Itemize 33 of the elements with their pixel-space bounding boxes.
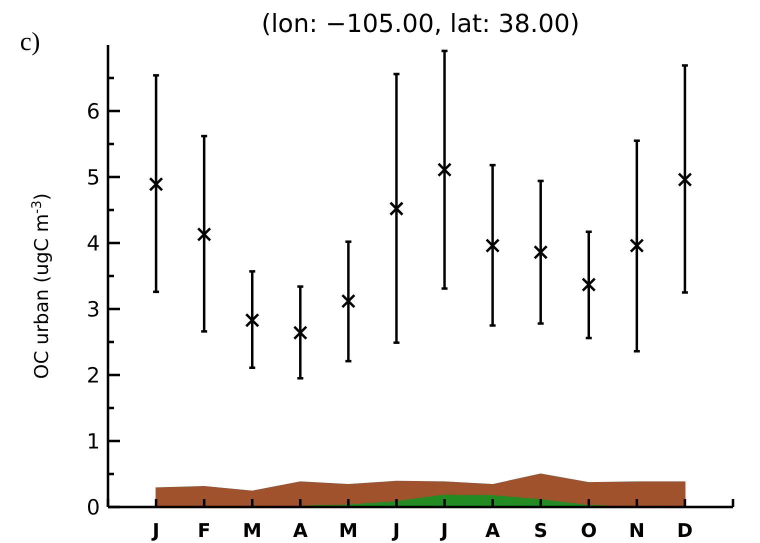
- y-tick-label: 2: [86, 363, 100, 388]
- text: c): [20, 27, 40, 56]
- point: [389, 201, 404, 216]
- chart-title: (lon: −105.00, lat: 38.00): [261, 9, 580, 38]
- y-tick-label: 5: [86, 165, 100, 190]
- x-tick-label: M: [338, 520, 358, 542]
- point: [533, 244, 548, 260]
- y-tick-label: 4: [86, 231, 100, 256]
- point: [293, 326, 308, 340]
- y-tick-label: 0: [86, 495, 100, 520]
- y-tick-label: 6: [86, 99, 100, 124]
- x-tick-label: A: [485, 520, 500, 542]
- point: [630, 238, 644, 253]
- x-tick-label: A: [292, 520, 308, 542]
- x-tick-label: S: [534, 520, 548, 542]
- x-tick-label: N: [628, 520, 645, 542]
- y-tick-label: 3: [86, 297, 100, 322]
- point: [678, 172, 692, 187]
- point: [582, 277, 596, 292]
- point: [196, 227, 212, 242]
- point: [148, 177, 164, 192]
- point: [437, 162, 452, 177]
- point: [244, 312, 260, 328]
- x-tick-label: J: [150, 520, 160, 542]
- x-tick-label: J: [390, 520, 400, 542]
- x-tick-label: D: [677, 520, 693, 542]
- point: [341, 294, 356, 308]
- point: [485, 238, 500, 253]
- x-tick-label: M: [242, 520, 262, 542]
- x-tick-label: J: [439, 520, 448, 542]
- x-tick-label: O: [580, 520, 597, 542]
- y-tick-label: 1: [86, 429, 100, 454]
- x-tick-label: F: [198, 520, 211, 542]
